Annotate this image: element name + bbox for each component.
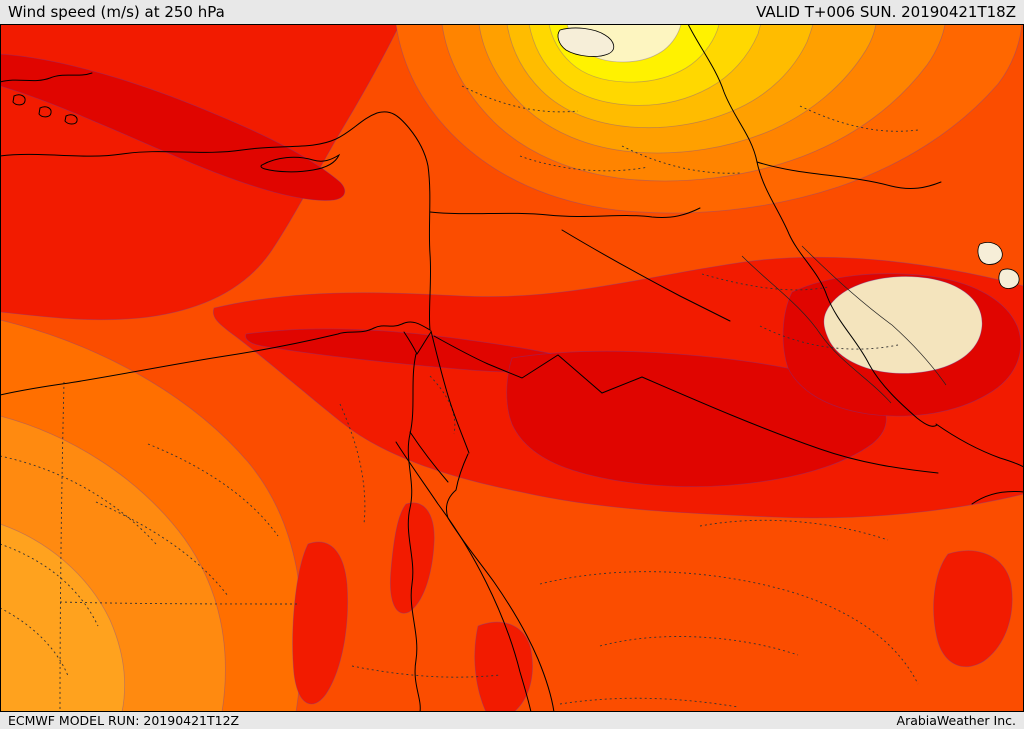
- border-iran: [687, 24, 938, 427]
- map-title: Wind speed (m/s) at 250 hPa: [8, 3, 225, 21]
- dotted-boundary: [539, 571, 919, 685]
- cyprus-coastline: [260, 153, 341, 173]
- dotted-boundary: [59, 381, 65, 712]
- map-area: [0, 24, 1024, 712]
- contour-fill-darkred-core-east: [506, 350, 887, 488]
- persian-gulf-coast: [935, 423, 1024, 468]
- dotted-boundary: [429, 375, 456, 435]
- river-line: [741, 255, 892, 404]
- border-turkey-iraq: [756, 161, 942, 190]
- nile-delta-branch: [416, 331, 432, 355]
- dotted-boundary: [339, 403, 366, 525]
- dotted-boundary: [461, 85, 579, 113]
- contour-fill-darkred-streak: [0, 53, 346, 201]
- aegean-island: [38, 106, 52, 118]
- weather-map-svg: [0, 24, 1024, 712]
- contour-fill-red-redsea-west: [292, 541, 348, 705]
- dotted-boundary: [599, 636, 799, 656]
- dotted-boundary: [0, 543, 99, 627]
- dotted-boundary: [0, 607, 69, 677]
- dotted-boundary: [351, 665, 501, 678]
- aegean-island: [64, 114, 78, 125]
- admin-boundaries-dotted: [0, 85, 919, 712]
- persian-gulf-coast: [971, 491, 1024, 505]
- model-run-label: ECMWF MODEL RUN: 20190421T12Z: [8, 713, 240, 728]
- dotted-boundary: [0, 455, 157, 545]
- coastlines-and-borders: [0, 24, 1024, 712]
- contour-fill-red-bottom-right: [933, 550, 1013, 667]
- dotted-boundary: [95, 501, 229, 597]
- nile-delta-branch: [403, 331, 418, 355]
- rivers: [741, 245, 947, 404]
- contour-fill-cream-max: [823, 276, 983, 374]
- dotted-boundary: [519, 155, 649, 172]
- aegean-coastline: [0, 72, 93, 83]
- mediterranean-coastline: [0, 111, 432, 396]
- valid-time-label: VALID T+006 SUN. 20190421T18Z: [756, 3, 1016, 21]
- red-sea-east-coast: [445, 453, 555, 712]
- footer-bar: ECMWF MODEL RUN: 20190421T12Z ArabiaWeat…: [0, 712, 1024, 729]
- border-jordan-saudi: [433, 335, 643, 394]
- dotted-boundary: [559, 697, 739, 708]
- border-egypt-israel: [430, 330, 470, 454]
- attribution-label: ArabiaWeather Inc.: [896, 713, 1016, 728]
- salt-lake: [557, 27, 615, 57]
- header-bar: Wind speed (m/s) at 250 hPa VALID T+006 …: [0, 0, 1024, 24]
- river-line: [801, 245, 947, 386]
- border-iraq-saudi: [641, 376, 939, 474]
- lake: [977, 242, 1003, 265]
- nile-river: [407, 353, 421, 712]
- aegean-island: [12, 94, 26, 106]
- gulf-of-suez-coast: [409, 431, 449, 483]
- border-syria-iraq: [561, 229, 731, 322]
- contour-fill-orange-band3: [0, 523, 126, 712]
- dotted-boundary: [759, 325, 899, 350]
- dotted-boundary: [59, 601, 301, 605]
- dotted-boundary: [147, 443, 279, 537]
- contour-fill-red-bottom-center: [474, 621, 533, 712]
- contour-fill-red-sinai-south: [389, 502, 435, 614]
- border-turkey-syria: [429, 207, 701, 218]
- lakes: [557, 27, 1020, 289]
- red-sea-west-coast: [395, 441, 532, 712]
- lake: [998, 268, 1020, 289]
